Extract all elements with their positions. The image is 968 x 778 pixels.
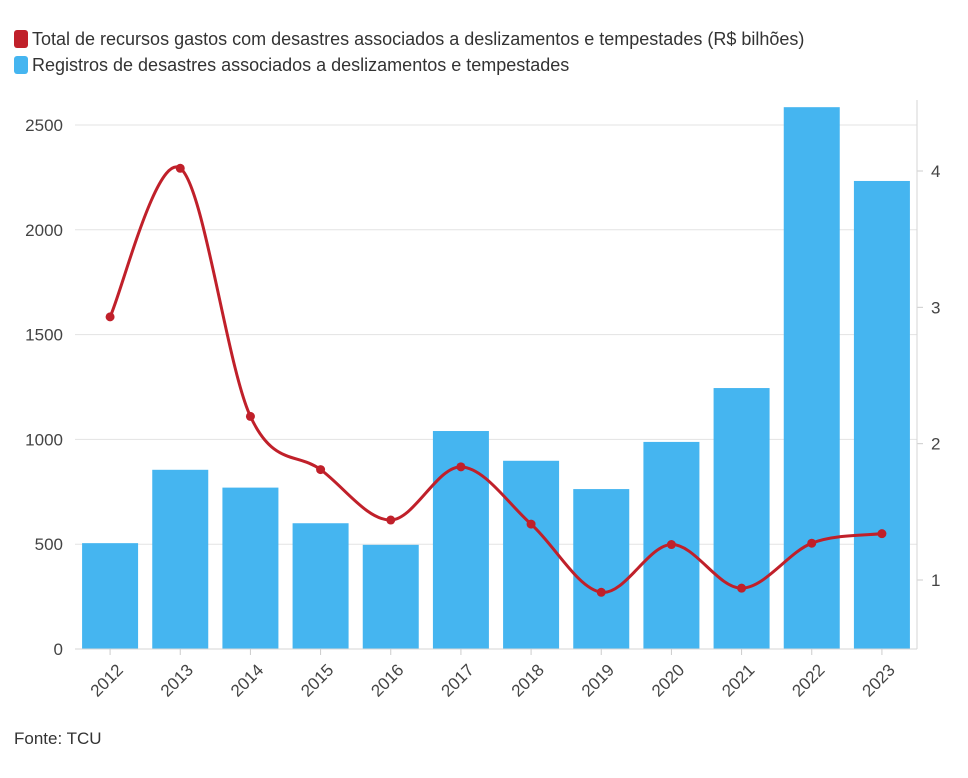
spending-point-2022 [807,538,817,548]
x-tick-label: 2014 [227,660,267,700]
bar-2018 [503,460,560,649]
legend-label-spending: Total de recursos gastos com desastres a… [32,28,805,49]
x-tick-label: 2012 [87,660,127,700]
spending-point-2017 [456,462,466,472]
spending-point-2019 [596,587,606,597]
legend-item-records[interactable]: Registros de desastres associados a desl… [14,52,804,78]
x-tick-label: 2013 [157,660,197,700]
spending-point-2014 [245,411,255,421]
legend-label-records: Registros de desastres associados a desl… [32,54,570,75]
legend-swatch-records [14,56,28,74]
spending-point-2012 [105,312,115,322]
x-tick-label: 2021 [718,660,758,700]
bar-2014 [222,487,279,649]
line-series [105,163,887,597]
bar-2016 [362,544,419,649]
bar-2021 [713,388,770,649]
x-tick-label: 2020 [648,660,688,700]
source-note: Fonte: TCU [14,729,102,748]
y-right-tick-label: 1 [931,571,940,590]
bar-2012 [82,543,139,649]
y-left-tick-label: 2000 [25,221,63,240]
spending-point-2018 [526,519,536,529]
spending-point-2020 [666,540,676,550]
spending-point-2016 [386,515,396,525]
grid-lines [75,124,917,650]
y-left-tick-label: 0 [54,640,63,659]
y-right-tick-label: 4 [931,162,940,181]
y-right-tick-label: 3 [931,298,940,317]
y-left-tick-label: 500 [35,535,63,554]
bar-2019 [573,489,630,649]
spending-point-2023 [877,529,887,539]
x-tick-label: 2022 [788,660,828,700]
x-tick-label: 2019 [578,660,618,700]
bar-series [82,107,910,649]
spending-point-2015 [316,465,326,475]
bar-2022 [783,107,840,649]
x-tick-label: 2015 [297,660,337,700]
y-left-tick-label: 1500 [25,326,63,345]
x-tick-label: 2023 [859,660,899,700]
spending-point-2013 [175,163,185,173]
bar-2013 [152,469,209,649]
y-left-tick-label: 1000 [25,430,63,449]
legend-swatch-spending [14,30,28,48]
y-right-tick-label: 2 [931,435,940,454]
x-tick-label: 2017 [438,660,478,700]
y-left-tick-label: 2500 [25,116,63,135]
bar-2023 [853,180,910,649]
legend-item-spending[interactable]: Total de recursos gastos com desastres a… [14,26,804,52]
legend: Total de recursos gastos com desastres a… [14,26,804,78]
bar-2015 [292,523,349,649]
x-tick-label: 2018 [508,660,548,700]
spending-point-2021 [737,583,747,593]
x-tick-label: 2016 [367,660,407,700]
